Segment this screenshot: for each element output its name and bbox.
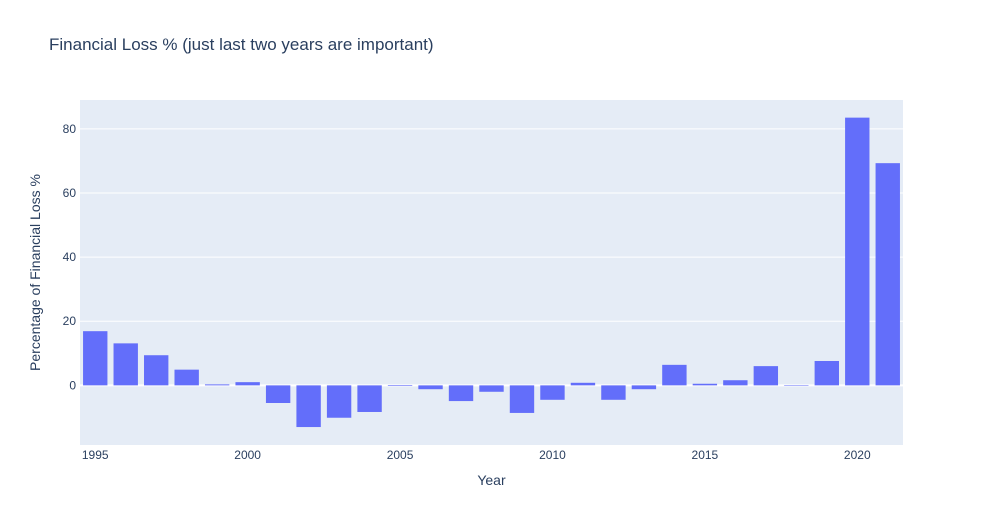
bar-2007 [448,385,474,402]
bar-2012 [601,385,626,400]
bar-2013 [631,385,657,390]
bar-2009 [509,385,535,413]
y-tick-label: 40 [63,250,77,264]
bar-2015 [692,383,718,386]
bar-2019 [814,360,839,386]
bar-2002 [296,385,321,428]
bar-1999 [204,384,230,386]
y-axis-title: Percentage of Financial Loss % [27,174,43,371]
bar-2018 [784,385,809,386]
bar-2000 [235,382,260,386]
x-axis-title: Year [477,472,506,488]
bar-1997 [144,355,169,386]
chart-title: Financial Loss % (just last two years ar… [49,35,434,54]
bar-2011 [570,382,596,386]
x-tick-label: 2015 [692,448,719,462]
y-tick-label: 80 [63,122,77,136]
bar-1996 [113,343,138,386]
y-tick-label: 20 [63,314,77,328]
bars [83,117,900,428]
bar-2014 [662,364,687,386]
bar-2021 [875,163,900,386]
y-tick-label: 60 [63,186,77,200]
bar-2017 [753,366,779,386]
x-tick-label: 2020 [844,448,871,462]
bar-2020 [845,117,870,386]
bar-2010 [540,385,565,400]
x-tick-labels: 1995 2000 2005 2010 2015 2020 [82,448,871,462]
bar-2004 [357,385,382,412]
x-tick-label: 2010 [539,448,566,462]
bar-2016 [723,380,748,386]
bar-2006 [418,385,443,390]
y-tick-label: 0 [69,378,76,392]
y-tick-labels: 0 20 40 60 80 [63,122,77,393]
x-tick-label: 1995 [82,448,109,462]
x-tick-label: 2005 [387,448,414,462]
bar-2008 [479,385,504,392]
bar-1995 [83,331,108,386]
x-tick-label: 2000 [234,448,261,462]
bar-2003 [326,385,352,418]
bar-2001 [265,385,291,403]
bar-2005 [387,385,413,387]
bar-1998 [174,369,199,386]
plot-area [80,100,903,445]
